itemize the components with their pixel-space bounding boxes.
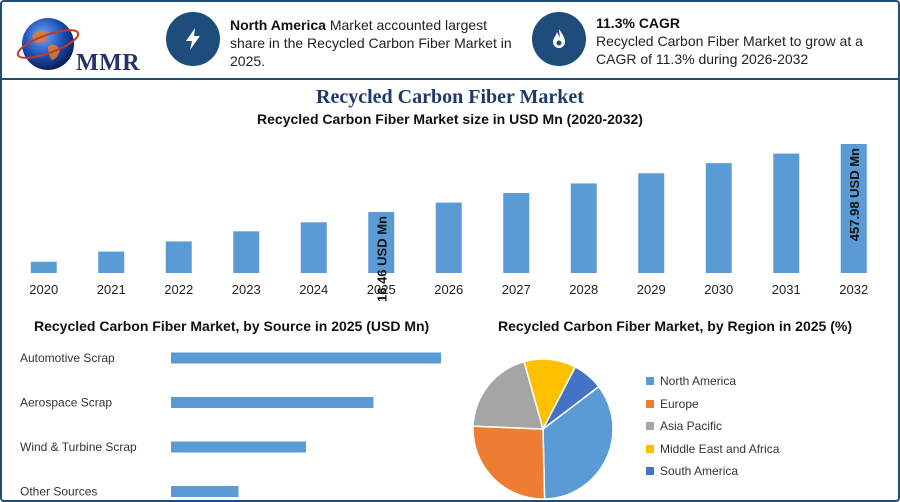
region-chart-title: Recycled Carbon Fiber Market, by Region … — [498, 318, 852, 334]
info-cagr-bold: 11.3% CAGR — [596, 15, 681, 31]
bar-2025 — [368, 212, 395, 273]
legend-label: Asia Pacific — [660, 419, 723, 434]
logo-text: MMR — [76, 50, 141, 76]
legend-item: Middle East and Africa — [646, 438, 779, 461]
legend-label: Middle East and Africa — [660, 441, 780, 456]
header-divider — [0, 78, 900, 80]
bar-2020 — [30, 261, 57, 273]
legend-label: Europe — [660, 396, 699, 411]
flame-icon — [532, 12, 586, 66]
bar-2031 — [773, 153, 800, 273]
source-category-label: Automotive Scrap — [20, 351, 115, 365]
main-title: Recycled Carbon Fiber Market — [316, 86, 584, 108]
bar-chart-title: Recycled Carbon Fiber Market size in USD… — [257, 111, 643, 127]
x-tick-label: 2030 — [704, 282, 733, 297]
source-category-label: Other Sources — [20, 485, 97, 499]
x-tick-label: 2031 — [772, 282, 801, 297]
source-category-label: Wind & Turbine Scrap — [20, 440, 137, 454]
legend-swatch — [646, 399, 654, 408]
info-north-america-bold: North America — [230, 17, 326, 33]
legend-swatch — [646, 467, 654, 476]
info-cagr: 11.3% CAGR Recycled Carbon Fiber Market t… — [596, 14, 886, 68]
source-category-label: Aerospace Scrap — [20, 396, 112, 410]
source-bar — [171, 486, 239, 497]
x-tick-label: 2028 — [569, 282, 598, 297]
x-tick-label: 2023 — [232, 282, 261, 297]
x-tick-label: 2032 — [839, 282, 868, 297]
bar-2030 — [705, 163, 732, 273]
bar-chart: 2020 2021 2022 2023 2024 2025 2026 2027 2028 2029… — [29, 144, 868, 302]
mmr-logo: MMR — [14, 12, 144, 76]
pie-slice-asia-pacific — [472, 360, 545, 430]
x-tick-label: 2027 — [502, 282, 531, 297]
source-bar — [171, 352, 441, 364]
source-bar-chart: Automotive Scrap Aerospace Scrap Wind & Tu… — [20, 351, 441, 499]
bar-data-label: 216.46 USD Mn — [374, 216, 389, 302]
source-chart-title: Recycled Carbon Fiber Market, by Source … — [34, 318, 430, 334]
info-north-america: North America Market accounted largest s… — [230, 16, 520, 70]
legend-swatch — [646, 422, 654, 431]
bar-2027 — [503, 193, 530, 273]
x-tick-label: 2022 — [164, 282, 193, 297]
pie-slice-europe — [472, 425, 546, 500]
source-bar — [171, 397, 374, 408]
bar-2028 — [570, 183, 597, 273]
bar-2024 — [300, 222, 327, 273]
x-tick-label: 2024 — [299, 282, 328, 297]
bar-2032 — [840, 144, 867, 273]
globe-icon — [16, 18, 80, 70]
info-north-america-text: Market accounted largest share in the Re… — [230, 17, 512, 69]
legend-item: Asia Pacific — [646, 415, 779, 438]
x-tick-label: 2029 — [637, 282, 666, 297]
x-tick-label: 2021 — [97, 282, 126, 297]
x-tick-label: 2025 — [367, 282, 396, 297]
lightning-icon — [166, 12, 220, 66]
legend-label: North America — [660, 374, 737, 389]
legend-swatch — [646, 444, 654, 453]
legend-label: South America — [660, 464, 739, 479]
bar-2026 — [435, 202, 462, 273]
region-pie-chart — [472, 358, 614, 500]
info-cagr-text: Recycled Carbon Fiber Market to grow at … — [596, 33, 863, 67]
legend-swatch — [646, 377, 654, 386]
x-tick-label: 2020 — [29, 282, 58, 297]
bar-2029 — [638, 173, 665, 273]
bar-data-label: 457.98 USD Mn — [847, 148, 862, 241]
bar-2021 — [98, 251, 125, 273]
legend-item: Europe — [646, 393, 779, 416]
x-tick-label: 2026 — [434, 282, 463, 297]
header: MMR North America Market accounted large… — [0, 0, 900, 78]
legend-item: South America — [646, 460, 779, 483]
source-bar — [171, 441, 306, 453]
pie-slice-north-america — [542, 385, 614, 500]
legend-item: North America — [646, 370, 779, 393]
region-legend: North America Europe Asia Pacific Middle Ea… — [646, 370, 779, 483]
bar-2022 — [165, 241, 192, 273]
bar-2023 — [233, 231, 260, 273]
pie-slice-south-america — [542, 365, 600, 430]
